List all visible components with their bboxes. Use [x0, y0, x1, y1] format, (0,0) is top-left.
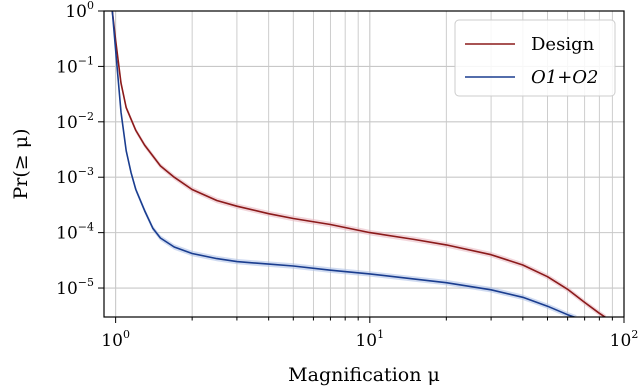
- y-axis-title: Pr(≥ μ): [10, 129, 32, 200]
- y-tick-label: 10−2: [56, 110, 94, 133]
- y-tick-label: 10−4: [56, 221, 94, 244]
- x-tick-label: 101: [355, 328, 384, 351]
- legend-label: O1+O2: [531, 67, 599, 88]
- series-line-o1o2: [111, 11, 577, 317]
- y-tick-label: 10−5: [56, 276, 94, 299]
- ticks: 100 101 102 100 10−1 10−2 10−3 10−4 10−5: [56, 0, 638, 351]
- plot-frame: [103, 10, 625, 318]
- legend-label: Design: [531, 34, 595, 55]
- series-line-design: [111, 11, 607, 317]
- y-tick-label: 10−1: [56, 54, 94, 77]
- x-axis-title: Magnification μ: [288, 364, 440, 386]
- y-tick-label: 10−3: [56, 165, 94, 188]
- x-tick-label: 102: [610, 328, 638, 351]
- series-lines: [111, 11, 607, 317]
- x-tick-label: 100: [101, 328, 130, 351]
- y-tick-label: 100: [65, 0, 94, 22]
- legend: Design O1+O2: [454, 19, 616, 97]
